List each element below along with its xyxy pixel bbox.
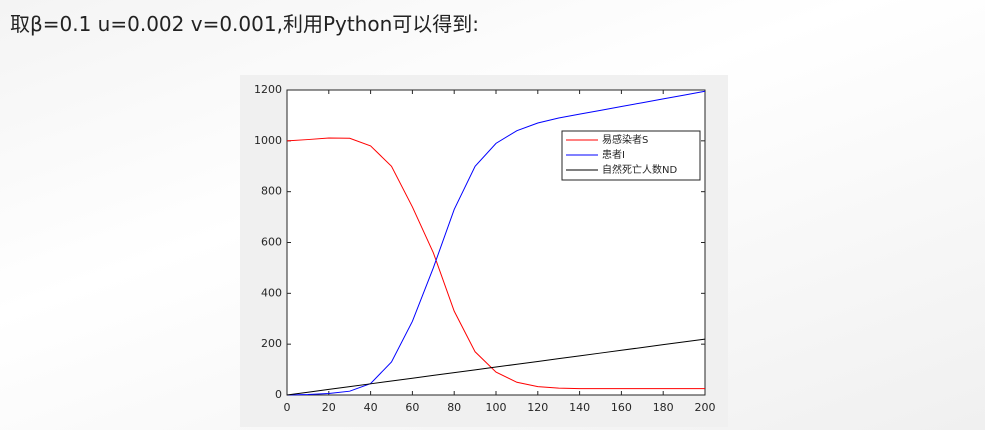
legend-label: 自然死亡人数ND xyxy=(602,163,677,176)
y-tick-label: 1200 xyxy=(254,83,282,96)
x-tick-label: 40 xyxy=(364,401,378,414)
y-tick-label: 200 xyxy=(261,337,282,350)
x-tick-label: 200 xyxy=(695,401,716,414)
y-tick-label: 600 xyxy=(261,236,282,249)
series-line xyxy=(286,137,705,390)
x-tick-label: 60 xyxy=(405,401,419,414)
x-tick-label: 160 xyxy=(611,401,632,414)
series-line xyxy=(286,338,706,396)
x-tick-label: 80 xyxy=(447,401,461,414)
x-tick-label: 180 xyxy=(653,401,674,414)
heading: 取β=0.1 u=0.002 v=0.001,利用Python可以得到: xyxy=(10,12,480,36)
legend-label: 易感染者S xyxy=(602,133,648,146)
x-tick-label: 140 xyxy=(569,401,590,414)
x-tick-label: 100 xyxy=(486,401,507,414)
y-tick-label: 0 xyxy=(275,388,282,401)
series-line xyxy=(286,90,706,396)
x-tick-label: 120 xyxy=(527,401,548,414)
x-tick-label: 20 xyxy=(322,401,336,414)
legend-label: 患者I xyxy=(602,149,625,161)
y-tick-label: 800 xyxy=(261,185,282,198)
y-tick-label: 400 xyxy=(261,286,282,299)
y-tick-label: 1000 xyxy=(254,134,282,147)
x-tick-label: 0 xyxy=(284,401,291,414)
